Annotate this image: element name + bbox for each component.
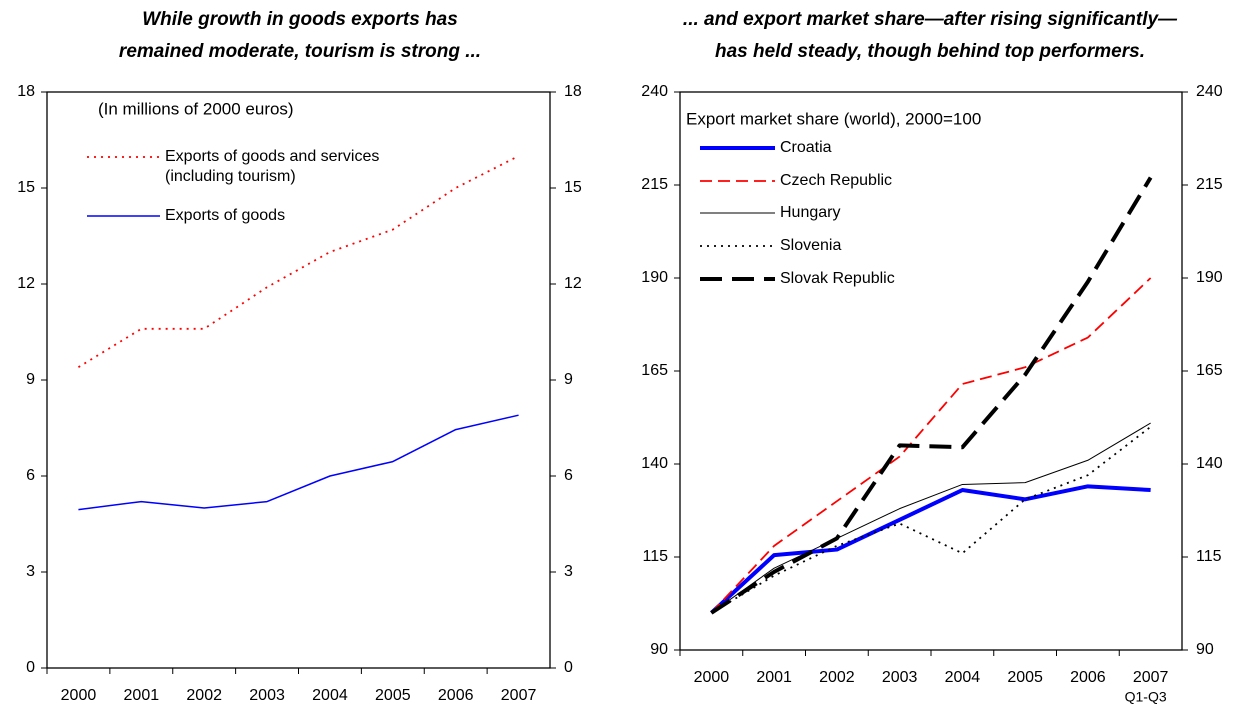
series-line bbox=[78, 414, 519, 511]
series-line bbox=[710, 426, 1152, 614]
legend-label: Slovenia bbox=[780, 237, 842, 254]
x-tick-label: 2002 bbox=[819, 669, 855, 686]
series-line bbox=[710, 277, 1152, 614]
x-tick-label: 2001 bbox=[124, 687, 160, 704]
chart-title: has held steady, though behind top perfo… bbox=[715, 41, 1145, 62]
y-tick-label: 165 bbox=[641, 362, 668, 379]
y-tick-label: 6 bbox=[26, 467, 35, 484]
x-tick-label: 2003 bbox=[249, 687, 285, 704]
x-tick-note: Q1-Q3 bbox=[1125, 689, 1167, 705]
y-tick-label: 12 bbox=[17, 275, 35, 292]
series-line bbox=[711, 422, 1151, 614]
y2-tick-label: 240 bbox=[1196, 83, 1223, 100]
x-tick-label: 2000 bbox=[694, 669, 730, 686]
legend-label: Hungary bbox=[780, 204, 841, 221]
y-tick-label: 9 bbox=[26, 371, 35, 388]
x-tick-label: 2005 bbox=[375, 687, 411, 704]
x-tick-label: 2006 bbox=[438, 687, 474, 704]
x-tick-label: 2007 bbox=[501, 687, 537, 704]
y-tick-label: 18 bbox=[17, 83, 35, 100]
y2-tick-label: 215 bbox=[1196, 176, 1223, 193]
y-tick-label: 90 bbox=[650, 641, 668, 658]
y-tick-label: 240 bbox=[641, 83, 668, 100]
y2-tick-label: 0 bbox=[564, 659, 573, 676]
legend-label: Slovak Republic bbox=[780, 270, 895, 287]
y-tick-label: 115 bbox=[642, 548, 668, 565]
y-tick-label: 190 bbox=[641, 269, 668, 286]
y2-tick-label: 6 bbox=[564, 467, 573, 484]
x-tick-label: 2007 bbox=[1133, 669, 1169, 686]
y-tick-label: 3 bbox=[26, 563, 35, 580]
series-line bbox=[710, 176, 1153, 615]
series-line bbox=[77, 155, 519, 368]
chart-title: ... and export market share—after rising… bbox=[683, 9, 1178, 30]
y2-tick-label: 140 bbox=[1196, 455, 1223, 472]
x-tick-label: 2005 bbox=[1007, 669, 1043, 686]
chart-title: While growth in goods exports has bbox=[142, 9, 458, 30]
y-tick-label: 215 bbox=[641, 176, 668, 193]
y2-tick-label: 165 bbox=[1196, 362, 1223, 379]
x-tick-label: 2001 bbox=[756, 669, 792, 686]
x-tick-label: 2004 bbox=[312, 687, 348, 704]
legend-label: Exports of goods and services (including… bbox=[165, 148, 380, 185]
y-tick-label: 140 bbox=[641, 455, 668, 472]
legend-label: Czech Republic bbox=[780, 172, 893, 189]
x-tick-label: 2003 bbox=[882, 669, 918, 686]
x-tick-label: 2004 bbox=[945, 669, 981, 686]
y2-tick-label: 115 bbox=[1196, 548, 1222, 565]
legend-label: Croatia bbox=[780, 139, 832, 156]
y-tick-label: 15 bbox=[17, 179, 35, 196]
y2-tick-label: 18 bbox=[564, 83, 582, 100]
y2-tick-label: 9 bbox=[564, 371, 573, 388]
y2-tick-label: 12 bbox=[564, 275, 582, 292]
y-tick-label: 0 bbox=[26, 659, 35, 676]
y2-tick-label: 190 bbox=[1196, 269, 1223, 286]
y2-tick-label: 90 bbox=[1196, 641, 1214, 658]
annotation: (In millions of 2000 euros) bbox=[98, 99, 294, 118]
legend-label: Exports of goods bbox=[165, 207, 286, 224]
annotation: Export market share (world), 2000=100 bbox=[686, 109, 981, 128]
x-tick-label: 2006 bbox=[1070, 669, 1106, 686]
series-line bbox=[710, 484, 1151, 615]
y2-tick-label: 15 bbox=[564, 179, 582, 196]
chart-title: remained moderate, tourism is strong ... bbox=[119, 41, 481, 62]
x-tick-label: 2002 bbox=[186, 687, 222, 704]
x-tick-label: 2000 bbox=[61, 687, 97, 704]
y2-tick-label: 3 bbox=[564, 563, 573, 580]
